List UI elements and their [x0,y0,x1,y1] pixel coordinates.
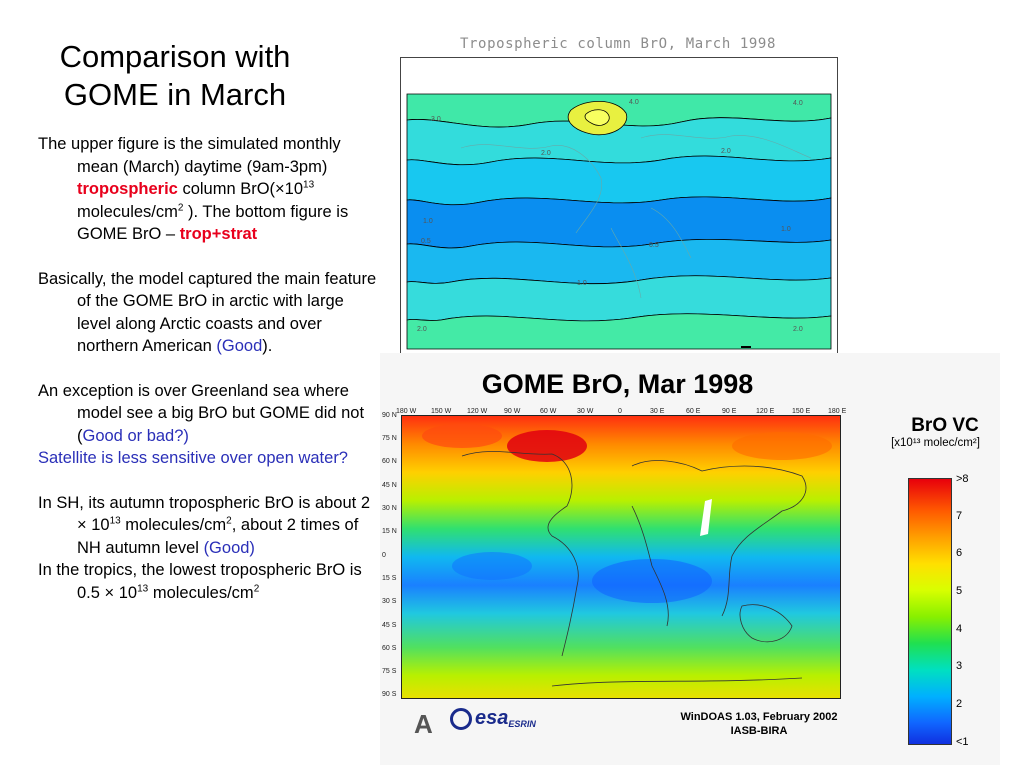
model-bro-figure: Tropospheric column BrO, March 1998 4.0 … [398,30,838,356]
text: , about 2 times of NH autumn level [77,516,359,557]
colorbar-label: 6 [956,547,963,559]
text: The upper figure is the simulated monthl… [38,135,341,176]
lat-label: 0 [382,552,386,559]
superscript: 13 [303,179,315,191]
highlight-trop-strat: trop+strat [179,225,258,243]
colorbar [908,478,952,745]
paragraph-greenland-exception: An exception is over Greenland sea where… [38,380,378,448]
lon-label: 180 E [828,408,847,415]
agency-logo-icon: A [414,709,433,739]
text-column: The upper figure is the simulated monthl… [38,133,378,604]
note-satellite: Satellite is less sensitive over open wa… [38,449,348,467]
colorbar-label: 5 [956,585,963,597]
lat-label: 30 S [382,598,397,605]
gome-satellite-map [401,415,841,699]
text: molecules/cm [120,516,227,534]
contour-label: 4.0 [793,100,803,107]
text: Basically, the model captured the main f… [38,269,377,356]
contour-label: 2.0 [721,148,731,155]
lon-label: 120 W [467,408,488,415]
lat-label: 75 S [382,668,397,675]
lon-label: 0 [618,408,622,415]
lon-label: 90 E [722,408,737,415]
colorbar-label: <1 [956,736,969,748]
colorbar-label: 3 [956,660,963,672]
colorbar-label: 2 [956,698,963,710]
colorbar-unit: [x10¹³ molec/cm²] [891,437,980,449]
contour-label: 2.0 [541,150,551,157]
note-good: (Good [216,337,263,355]
contour-label: 4.0 [629,99,639,106]
text: In the tropics, the lowest tropospheric … [38,561,362,602]
paragraph-satellite-note: Satellite is less sensitive over open wa… [38,447,378,470]
lon-label: 30 E [650,408,665,415]
lat-label: 60 N [382,458,397,465]
contour-label: 1.0 [577,280,587,287]
contour-label: 0.5 [421,238,431,245]
text: In SH, its autumn tropospheric BrO is ab… [38,493,370,535]
contour-label: 0.5 [649,242,659,249]
paragraph-upper-figure: The upper figure is the simulated monthl… [38,133,378,246]
colorbar-label: >8 [956,473,969,485]
text: molecules/cm [148,583,254,602]
colorbar-label: 4 [956,623,963,635]
lon-label: 120 E [756,408,775,415]
lon-label: 60 E [686,408,701,415]
highlight-tropospheric: tropospheric [77,180,178,198]
contour-label: 3.0 [431,116,441,123]
contour-label: 2.0 [417,326,427,333]
gome-map-graphic [402,416,840,698]
lon-label: 150 W [431,408,452,415]
esa-logo-text: esa [475,707,509,729]
lon-label: 60 W [540,408,557,415]
text: molecules/cm [77,202,178,221]
superscript: 2 [253,583,260,594]
superscript: 13 [137,583,149,594]
text: column BrO(×10 [177,180,304,198]
esrin-logo-text: ESRIN [508,718,536,729]
text: ). The bottom figure is GOME BrO – [77,202,349,244]
contour-map-graphic [406,93,832,350]
lon-label: 30 W [577,408,594,415]
contour-label: 2.0 [793,326,803,333]
lon-label: 150 E [792,408,811,415]
model-contour-map: 4.0 3.0 2.0 1.0 0.5 1.0 2.0 2.0 0.5 1.0 … [400,57,838,355]
lon-label: 180 W [396,408,417,415]
lat-label: 45 N [382,482,397,489]
lon-label: 90 W [504,408,521,415]
lat-label: 15 N [382,528,397,535]
paragraph-model-captured: Basically, the model captured the main f… [38,268,378,358]
credit-line-2: IASB-BIRA [730,725,788,737]
text: An exception is over Greenland sea where… [38,381,365,445]
paragraph-sh-autumn: In SH, its autumn tropospheric BrO is ab… [38,492,378,560]
lat-label: 60 S [382,645,397,652]
lat-label: 30 N [382,505,397,512]
superscript: 2 [226,515,232,527]
contour-label: 1.0 [781,226,791,233]
superscript: 2 [177,202,184,213]
model-figure-title: Tropospheric column BrO, March 1998 [459,36,776,52]
lat-label: 90 N [382,412,397,419]
text: ). [262,337,273,355]
esa-logo-icon: esaESRIN [450,707,536,730]
credit-line-1: WinDOAS 1.03, February 2002 [680,711,838,723]
slide-title: Comparison with GOME in March [59,39,291,112]
lat-label: 15 S [382,575,397,582]
note-good: (Good) [203,538,255,557]
colorbar-label: 7 [956,510,963,522]
figure-credit: WinDOAS 1.03, February 2002 IASB-BIRA [664,710,854,738]
gome-bro-figure: GOME BrO, Mar 1998 [380,353,1000,765]
lat-label: 90 S [382,691,397,698]
colorbar-title: BrO VC [911,415,979,436]
contour-label: 1.0 [423,218,433,225]
lat-label: 75 N [382,435,397,442]
paragraph-tropics: In the tropics, the lowest tropospheric … [38,559,378,604]
gome-figure-title: GOME BrO, Mar 1998 [481,369,754,399]
note-good-or-bad: Good or bad?) [82,426,189,445]
superscript: 13 [109,515,121,527]
lat-label: 45 S [382,622,397,629]
